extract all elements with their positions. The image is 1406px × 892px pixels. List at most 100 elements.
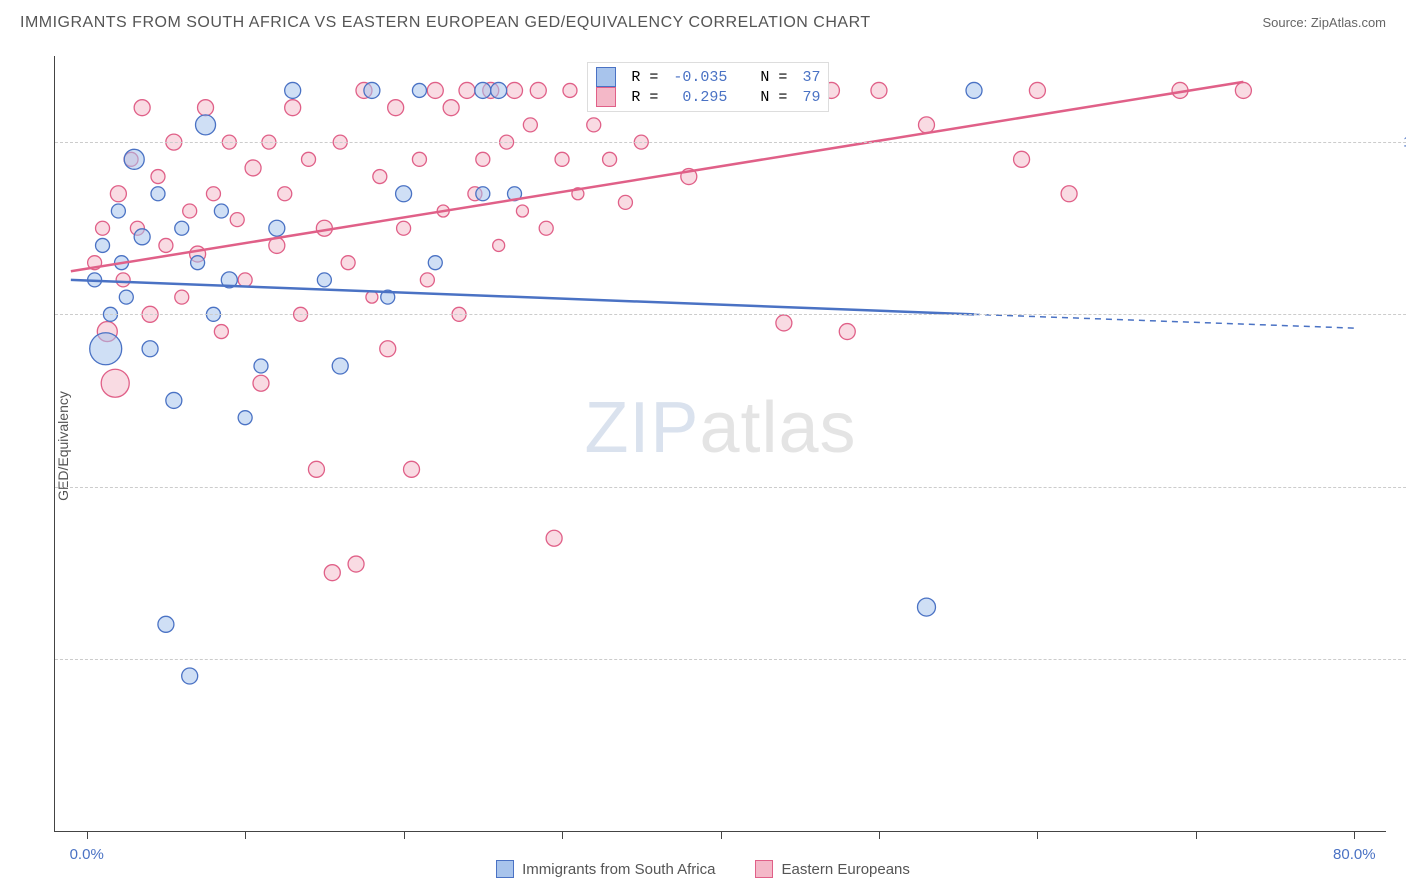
data-point [253, 375, 269, 391]
x-tick [879, 831, 880, 839]
data-point [285, 100, 301, 116]
data-point [238, 273, 252, 287]
data-point [124, 149, 144, 169]
stat-n-label: N = [733, 69, 796, 86]
data-point [324, 565, 340, 581]
legend-item: Eastern Europeans [755, 860, 909, 878]
data-point [230, 213, 244, 227]
data-point [269, 220, 285, 236]
data-point [918, 117, 934, 133]
data-point [491, 82, 507, 98]
data-point [412, 152, 426, 166]
data-point [158, 616, 174, 632]
stat-r-label: R = [622, 69, 667, 86]
legend-item: Immigrants from South Africa [496, 860, 715, 878]
data-point [348, 556, 364, 572]
data-point [603, 152, 617, 166]
data-point [1061, 186, 1077, 202]
data-point [396, 186, 412, 202]
chart-title: IMMIGRANTS FROM SOUTH AFRICA VS EASTERN … [20, 14, 871, 32]
data-point [420, 273, 434, 287]
data-point [493, 239, 505, 251]
stats-row: R = 0.295 N = 79 [596, 87, 820, 107]
x-tick [404, 831, 405, 839]
data-point [206, 187, 220, 201]
y-tick-label: 90.0% [1394, 306, 1406, 323]
gridline-h [55, 314, 1406, 315]
legend-swatch [755, 860, 773, 878]
data-point [159, 238, 173, 252]
data-point [917, 598, 935, 616]
legend-swatch [496, 860, 514, 878]
stat-r-label: R = [622, 89, 667, 106]
data-point [96, 238, 110, 252]
data-point [166, 392, 182, 408]
data-point [341, 256, 355, 270]
trend-line [71, 280, 974, 314]
gridline-h [55, 487, 1406, 488]
gridline-h [55, 659, 1406, 660]
legend-label: Immigrants from South Africa [522, 861, 715, 878]
data-point [871, 82, 887, 98]
data-point [182, 668, 198, 684]
data-point [134, 229, 150, 245]
data-point [364, 82, 380, 98]
data-point [476, 152, 490, 166]
data-point [839, 324, 855, 340]
data-point [373, 170, 387, 184]
data-point [587, 118, 601, 132]
stat-n-value: 79 [802, 89, 820, 106]
data-point [151, 187, 165, 201]
data-point [110, 186, 126, 202]
x-tick [245, 831, 246, 839]
data-point [555, 152, 569, 166]
x-tick [562, 831, 563, 839]
data-point [90, 333, 122, 365]
data-point [523, 118, 537, 132]
y-tick-label: 80.0% [1394, 478, 1406, 495]
data-point [332, 358, 348, 374]
data-point [618, 195, 632, 209]
stats-swatch [596, 87, 616, 107]
x-tick [1037, 831, 1038, 839]
stat-n-label: N = [733, 89, 796, 106]
data-point [563, 83, 577, 97]
data-point [539, 221, 553, 235]
data-point [427, 82, 443, 98]
correlation-stats-box: R = -0.035 N = 37 R = 0.295 N = 79 [587, 62, 829, 112]
data-point [151, 170, 165, 184]
data-point [183, 204, 197, 218]
stat-n-value: 37 [802, 69, 820, 86]
data-point [191, 256, 205, 270]
trend-line [974, 314, 1354, 328]
data-point [96, 221, 110, 235]
stat-r-value: -0.035 [673, 69, 727, 86]
data-point [175, 290, 189, 304]
data-point [459, 82, 475, 98]
data-point [285, 82, 301, 98]
data-point [397, 221, 411, 235]
data-point [278, 187, 292, 201]
data-point [443, 100, 459, 116]
data-point [404, 461, 420, 477]
data-point [196, 115, 216, 135]
data-point [776, 315, 792, 331]
data-point [412, 83, 426, 97]
chart-header: IMMIGRANTS FROM SOUTH AFRICA VS EASTERN … [0, 0, 1406, 42]
gridline-h [55, 142, 1406, 143]
data-point [175, 221, 189, 235]
stat-r-value: 0.295 [673, 89, 727, 106]
data-point [119, 290, 133, 304]
data-point [546, 530, 562, 546]
data-point [366, 291, 378, 303]
data-point [302, 152, 316, 166]
data-point [475, 82, 491, 98]
scatter-svg [55, 56, 1386, 831]
data-point [380, 341, 396, 357]
data-point [101, 369, 129, 397]
data-point [308, 461, 324, 477]
data-point [111, 204, 125, 218]
y-tick-label: 70.0% [1394, 650, 1406, 667]
data-point [507, 82, 523, 98]
legend-label: Eastern Europeans [781, 861, 909, 878]
